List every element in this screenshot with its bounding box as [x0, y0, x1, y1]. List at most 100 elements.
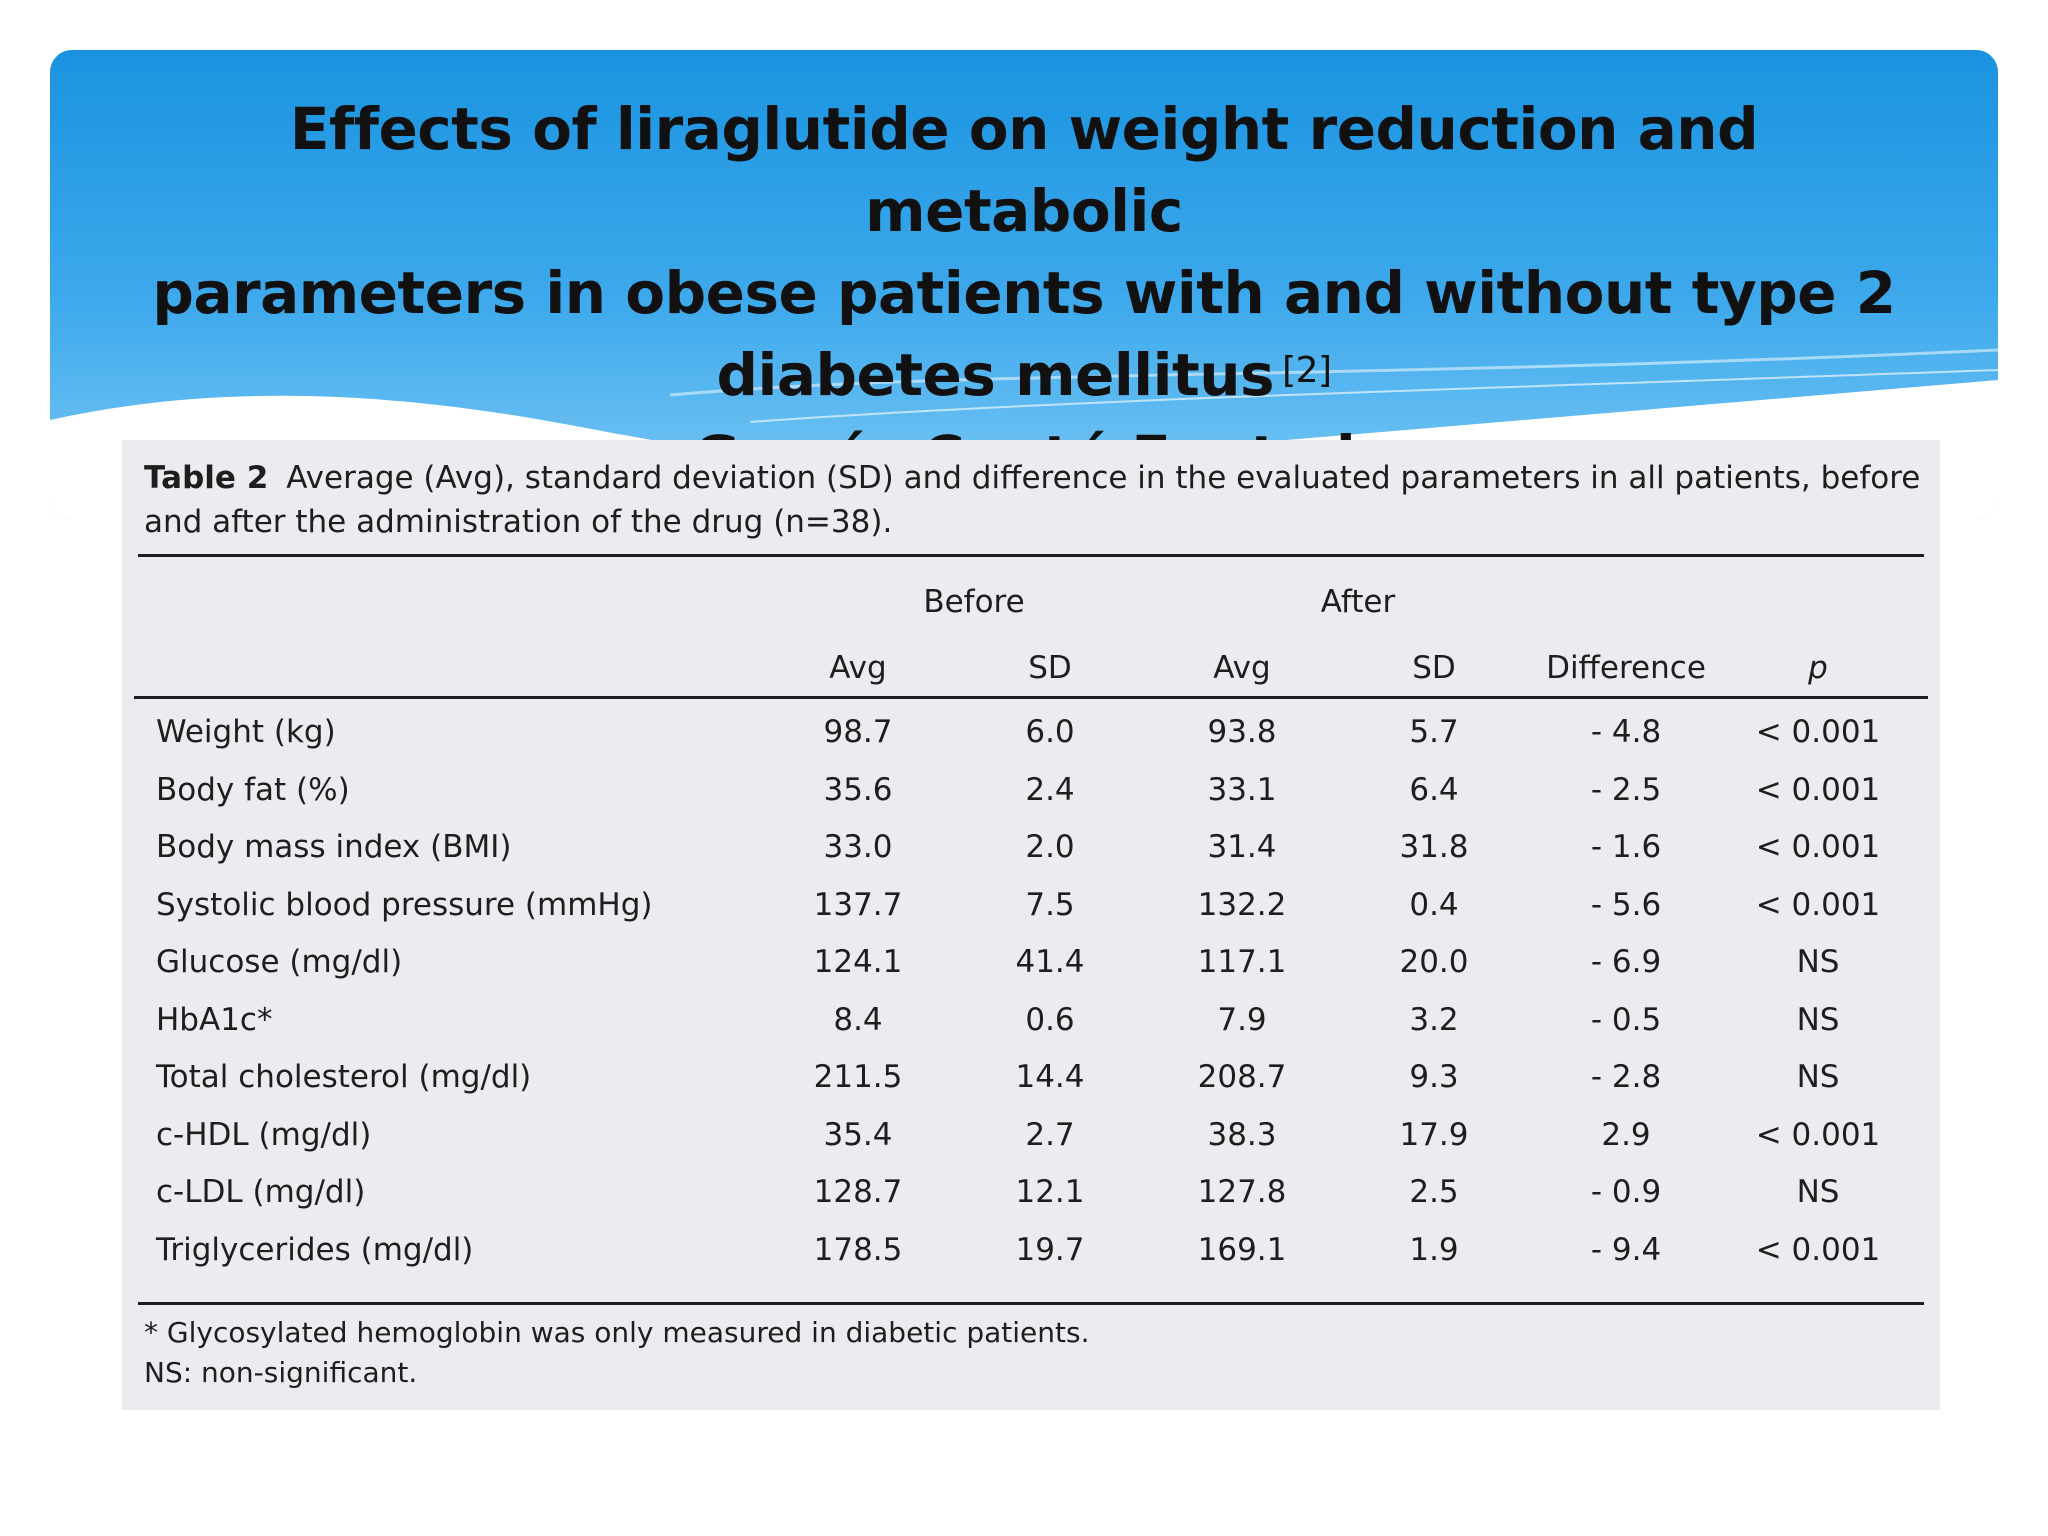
footnote-ns: NS: non-significant. — [144, 1356, 418, 1389]
row-label: Total cholesterol (mg/dl) — [156, 1059, 532, 1095]
title-line-2: parameters in obese patients with and wi… — [152, 259, 1896, 327]
table-row: Body fat (%) 35.6 2.4 33.1 6.4 - 2.5 < 0.001 — [122, 764, 1940, 821]
table-row: Total cholesterol (mg/dl) 211.5 14.4 208.7 9… — [122, 1051, 1940, 1108]
table-cell: 38.3 — [1207, 1116, 1277, 1153]
table-cell: 12.1 — [1015, 1174, 1085, 1210]
table-cell: 14.4 — [1015, 1059, 1085, 1095]
table-cell: < 0.001 — [1755, 1231, 1881, 1268]
footnote-glycosylated: * Glycosylated hemoglobin was only measu… — [144, 1316, 1090, 1349]
table-cell: - 6.9 — [1590, 944, 1662, 980]
column-header: SD — [1412, 650, 1456, 686]
table-cell: 35.4 — [823, 1116, 893, 1153]
table-caption-label: Table 2 — [144, 460, 269, 496]
table-cell: 41.4 — [1015, 944, 1085, 980]
row-label: c-LDL (mg/dl) — [156, 1174, 366, 1210]
table-caption-text: Average (Avg), standard deviation (SD) a… — [144, 460, 1921, 540]
table-cell: - 0.9 — [1590, 1174, 1662, 1210]
table-cell: 0.6 — [1025, 1001, 1075, 1038]
table-cell: 7.9 — [1217, 1001, 1267, 1038]
table-cell: 31.8 — [1399, 829, 1469, 865]
table-cell: 128.7 — [813, 1174, 903, 1210]
title-line-3: diabetes mellitus — [716, 341, 1275, 409]
table-cell: < 0.001 — [1755, 1116, 1881, 1153]
group-header-after: After — [1320, 584, 1396, 620]
table-cell: 35.6 — [823, 771, 893, 808]
table-cell: NS — [1796, 944, 1840, 980]
table-cell: 98.7 — [823, 714, 893, 750]
title-line-1: Effects of liraglutide on weight reducti… — [289, 95, 1759, 245]
column-header: p — [1808, 650, 1828, 686]
table-cell: 2.0 — [1025, 829, 1075, 865]
slide-title: Effects of liraglutide on weight reducti… — [150, 88, 1898, 498]
row-label: Body mass index (BMI) — [156, 829, 512, 865]
table-cell: NS — [1796, 1001, 1840, 1038]
header-rule — [134, 696, 1928, 699]
table-cell: < 0.001 — [1755, 829, 1881, 865]
table-caption: Table 2 Average (Avg), standard deviation… — [144, 456, 1924, 544]
table-cell: NS — [1796, 1059, 1840, 1095]
table-cell: 2.5 — [1409, 1174, 1459, 1210]
group-header-before: Before — [923, 584, 1025, 620]
table-cell: 117.1 — [1197, 944, 1287, 980]
column-header: Difference — [1546, 650, 1706, 686]
table-cell: < 0.001 — [1755, 886, 1881, 923]
table-cell: NS — [1796, 1174, 1840, 1210]
row-label: Body fat (%) — [156, 771, 350, 808]
column-header: Avg — [829, 650, 887, 686]
row-label: Glucose (mg/dl) — [156, 944, 403, 980]
row-label: Systolic blood pressure (mmHg) — [156, 886, 653, 923]
table-cell: 31.4 — [1207, 829, 1277, 865]
table-row: Systolic blood pressure (mmHg) 137.7 7.5 13… — [122, 879, 1940, 936]
table-cell: - 0.5 — [1590, 1001, 1662, 1038]
table-cell: 6.4 — [1409, 771, 1459, 808]
table-cell: 178.5 — [813, 1231, 903, 1268]
table-cell: 208.7 — [1197, 1059, 1287, 1095]
row-label: c-HDL (mg/dl) — [156, 1116, 372, 1153]
table-cell: 8.4 — [833, 1001, 883, 1038]
row-label: Triglycerides (mg/dl) — [156, 1231, 474, 1268]
table-cell: - 1.6 — [1590, 829, 1662, 865]
table-cell: 7.5 — [1025, 886, 1075, 923]
table-cell: - 4.8 — [1590, 714, 1662, 750]
table-cell: 3.2 — [1409, 1001, 1459, 1038]
table-cell: 137.7 — [813, 886, 903, 923]
row-label: Weight (kg) — [156, 714, 336, 750]
table-cell: - 2.8 — [1590, 1059, 1662, 1095]
table-cell: 33.1 — [1207, 771, 1277, 808]
table-cell: 2.7 — [1025, 1116, 1075, 1153]
table-cell: 6.0 — [1025, 714, 1075, 750]
table-cell: - 2.5 — [1590, 771, 1662, 808]
table-cell: < 0.001 — [1755, 714, 1881, 750]
column-header-row: Avg SD Avg SD Difference p — [122, 642, 1940, 699]
table-image: Table 2 Average (Avg), standard deviation… — [122, 440, 1940, 1410]
table-cell: 127.8 — [1197, 1174, 1287, 1210]
table-cell: 20.0 — [1399, 944, 1469, 980]
table-cell: 2.4 — [1025, 771, 1075, 808]
table-cell: 33.0 — [823, 829, 893, 865]
reference-marker: [2] — [1282, 350, 1332, 391]
column-header: SD — [1028, 650, 1072, 686]
table-top-rule — [138, 554, 1924, 557]
table-cell: 93.8 — [1207, 714, 1277, 750]
table-cell: - 5.6 — [1590, 886, 1662, 923]
table-row: HbA1c* 8.4 0.6 7.9 3.2 - 0.5 NS — [122, 994, 1940, 1051]
table-cell: 1.9 — [1409, 1231, 1459, 1268]
table-row: Body mass index (BMI) 33.0 2.0 31.4 31.8 - 1.… — [122, 821, 1940, 878]
table-row: Glucose (mg/dl) 124.1 41.4 117.1 20.0 - 6.9 NS — [122, 936, 1940, 993]
table-cell: - 9.4 — [1590, 1231, 1662, 1268]
table-row: Weight (kg) 98.7 6.0 93.8 5.7 - 4.8 < 0.001 — [122, 706, 1940, 763]
table-cell: 5.7 — [1409, 714, 1459, 750]
table-cell: < 0.001 — [1755, 771, 1881, 808]
table-bottom-rule — [138, 1302, 1924, 1305]
table-cell: 124.1 — [813, 944, 903, 980]
table-cell: 132.2 — [1197, 886, 1287, 923]
table-row: c-HDL (mg/dl) 35.4 2.7 38.3 17.9 2.9 < 0.001 — [122, 1109, 1940, 1166]
table-cell: 0.4 — [1409, 886, 1459, 923]
table-row: c-LDL (mg/dl) 128.7 12.1 127.8 2.5 - 0.9 NS — [122, 1166, 1940, 1223]
table-cell: 17.9 — [1399, 1116, 1469, 1153]
row-label: HbA1c* — [156, 1001, 273, 1038]
table-cell: 2.9 — [1601, 1116, 1651, 1153]
column-header: Avg — [1213, 650, 1271, 686]
table-cell: 9.3 — [1409, 1059, 1459, 1095]
